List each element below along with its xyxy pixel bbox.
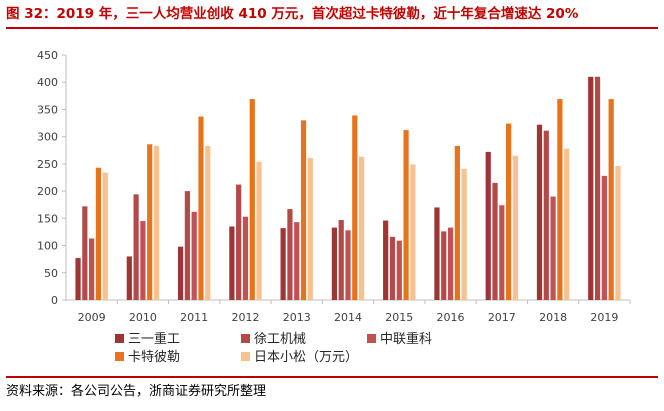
bar [557,99,563,300]
bar [615,166,621,300]
y-tick-label: 400 [37,76,58,89]
x-tick-label: 2011 [180,311,208,324]
bar [249,99,255,300]
legend-swatch [241,352,250,361]
bar [133,194,139,300]
x-tick-label: 2015 [385,311,413,324]
bar [461,168,467,300]
bar [403,130,409,300]
legend-label: 日本小松（万元） [254,350,358,365]
y-tick-label: 150 [37,212,58,225]
bar [536,124,543,300]
title-rule [6,27,658,29]
bar [389,236,396,300]
bar [564,148,570,300]
legend-label: 徐工机械 [254,332,306,347]
x-tick-label: 2019 [590,311,618,324]
legend-swatch [241,334,250,343]
legend-swatch [115,352,124,361]
bar [307,157,313,300]
bar [492,182,498,300]
bar [140,221,146,300]
bar [82,206,88,300]
bar [184,191,190,300]
legend-swatch [367,334,376,343]
bar [75,258,81,300]
bar [499,205,505,300]
legend-label: 卡特彼勒 [128,350,180,365]
bar [198,116,204,301]
y-tick-label: 350 [37,103,58,116]
legend-swatch [115,334,124,343]
bar [229,226,235,300]
figure-title: 图 32：2019 年，三一人均营业创收 410 万元，首次超过卡特彼勒，近十年… [6,6,579,22]
x-tick-label: 2016 [437,311,465,324]
bar-chart: 0 50 100 150 200 250 300 350 400 450 2009 2010 2011 2… [37,49,631,365]
bar [236,184,242,300]
bar [441,231,447,300]
x-tick-label: 2018 [539,311,567,324]
bar [396,240,402,300]
x-tick-label: 2010 [129,311,157,324]
bar [300,120,307,300]
bar [485,151,491,300]
bar [287,209,293,300]
legend-label: 三一重工 [128,331,180,347]
bar [153,145,160,300]
x-tick-label: 2009 [78,311,106,324]
bar [242,216,249,300]
bar [89,238,95,300]
bar [280,228,286,300]
bar [410,164,416,300]
bar [601,175,607,300]
x-tick-label: 2012 [231,311,259,324]
bar [177,246,184,300]
bar [447,227,454,300]
bar [338,219,344,300]
x-tick-label: 2017 [488,311,516,324]
bar [95,167,102,300]
y-tick-label: 250 [37,158,58,171]
legend-label: 中联重科 [380,331,432,347]
bar [434,207,440,300]
bar [294,222,300,300]
bar [331,227,337,300]
y-tick-label: 50 [44,267,58,280]
y-tick-label: 0 [51,294,58,307]
y-tick-label: 450 [37,49,58,62]
bar [550,196,556,300]
source-rule [6,376,658,378]
bar [126,256,132,300]
x-tick-label: 2013 [283,311,311,324]
bar [543,130,549,300]
bar [506,123,512,300]
y-tick-label: 200 [37,185,58,198]
bar [383,220,389,300]
x-tick-label: 2014 [334,311,362,324]
y-tick-label: 300 [37,131,58,144]
bar [147,144,153,300]
bar [359,156,365,300]
bar [345,230,351,300]
bar [512,155,519,300]
bar [191,211,197,300]
y-tick-label: 100 [37,240,58,253]
bar [608,99,614,300]
bar [352,115,358,300]
bar [102,172,108,300]
bar [588,76,594,301]
bar [205,145,211,300]
source-note: 资料来源：各公司公告，浙商证券研究所整理 [6,384,267,399]
bar [256,161,262,300]
bar [454,145,460,300]
bar [594,76,601,301]
